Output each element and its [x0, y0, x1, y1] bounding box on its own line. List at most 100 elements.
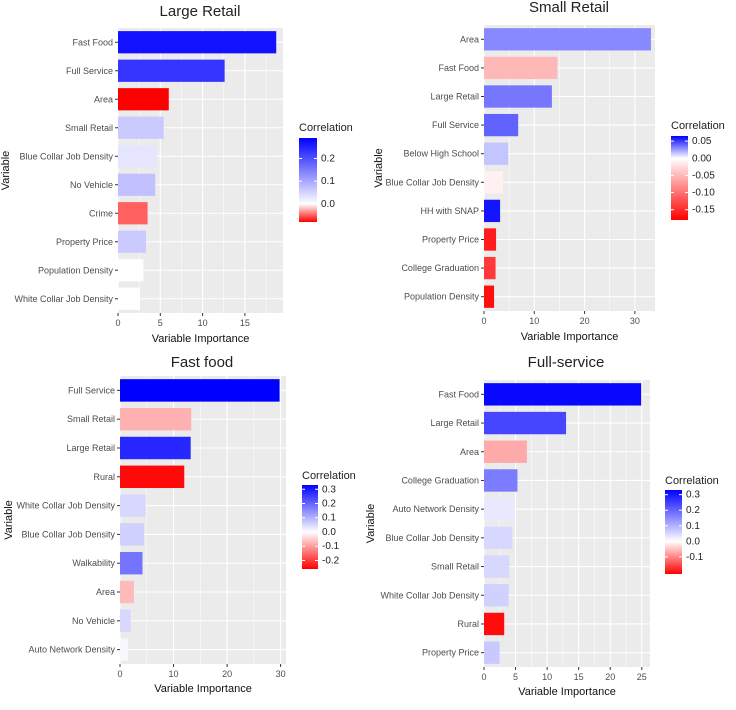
y-tick-label: Full Service — [66, 66, 113, 76]
y-tick-label: Small Retail — [67, 414, 115, 424]
y-tick-label: Rural — [93, 472, 115, 482]
bar — [484, 555, 510, 578]
legend-colorbar — [302, 485, 318, 569]
x-axis-label: Variable Importance — [521, 331, 619, 343]
y-tick-label: Small Retail — [65, 123, 113, 133]
x-axis-label: Variable Importance — [152, 333, 250, 345]
x-tick-label: 5 — [513, 672, 518, 682]
chart-1: Fast Food Full Service Area Small Retail Blu… — [0, 3, 353, 345]
x-tick-label: 20 — [580, 316, 590, 326]
x-tick-label: 0 — [481, 672, 486, 682]
chart-title: Full-service — [528, 354, 605, 371]
x-tick-label: 25 — [637, 672, 647, 682]
legend-title: Correlation — [299, 122, 353, 134]
y-tick-label: No Vehicle — [72, 616, 115, 626]
legend-tick-label: -0.1 — [322, 541, 340, 552]
legend-colorbar — [299, 138, 317, 222]
bar — [484, 526, 513, 550]
y-tick-label: Fast Food — [438, 389, 479, 399]
x-tick-label: 10 — [198, 318, 208, 328]
bar — [118, 88, 169, 111]
bar — [118, 116, 164, 139]
legend-tick-label: 0.1 — [321, 176, 335, 187]
chart-title: Small Retail — [529, 0, 609, 16]
bar — [484, 142, 509, 165]
bar — [484, 228, 497, 251]
bar — [120, 609, 131, 633]
bar — [484, 113, 519, 137]
legend-tick-label: 0.2 — [321, 153, 335, 164]
legend-tick-label: 0.0 — [686, 536, 700, 547]
bar — [484, 171, 504, 194]
legend-title: Correlation — [302, 470, 356, 482]
bar — [484, 285, 495, 308]
bar — [484, 440, 527, 463]
y-tick-label: Property Price — [56, 237, 113, 247]
chart-4: Fast Food Large Retail Area College Graduat… — [365, 354, 719, 698]
y-tick-label: Fast Food — [72, 37, 113, 47]
y-axis-label: Variable — [373, 148, 385, 188]
legend-tick-label: 0.3 — [686, 490, 700, 501]
y-axis-label: Variable — [3, 500, 15, 540]
x-tick-label: 30 — [276, 669, 286, 679]
bar — [120, 523, 145, 546]
y-tick-label: Blue Collar Job Density — [385, 177, 479, 187]
x-axis-label: Variable Importance — [154, 683, 252, 695]
x-tick-label: 15 — [574, 672, 584, 682]
legend-tick-label: 0.2 — [686, 505, 700, 516]
legend-tick-label: 0.2 — [322, 499, 336, 510]
y-tick-label: Area — [460, 34, 479, 44]
x-tick-label: 30 — [630, 316, 640, 326]
chart-3: Full Service Small Retail Large Retail Rura… — [3, 354, 356, 695]
x-tick-label: 0 — [481, 316, 486, 326]
chart-title: Fast food — [171, 354, 234, 371]
y-tick-label: White Collar Job Density — [14, 294, 113, 304]
y-tick-label: Large Retail — [430, 418, 479, 428]
legend: Correlation 0.05 0.00 -0.05 -0.10 -0.15 — [671, 120, 725, 220]
y-tick-label: Below High School — [403, 149, 479, 159]
bar — [484, 383, 642, 406]
y-tick-label: Property Price — [422, 235, 479, 245]
y-tick-label: Large Retail — [66, 443, 115, 453]
bar — [120, 379, 280, 402]
legend: Correlation 0.3 0.2 0.1 0.0 -0.1 — [665, 475, 719, 574]
bar — [118, 31, 277, 54]
legend-tick-label: 0.1 — [686, 521, 700, 532]
bar — [484, 199, 501, 223]
y-tick-label: White Collar Job Density — [16, 501, 115, 511]
x-tick-label: 0 — [115, 318, 120, 328]
x-tick-label: 10 — [542, 672, 552, 682]
y-tick-label: White Collar Job Density — [380, 590, 479, 600]
y-tick-label: Population Density — [404, 292, 480, 302]
y-tick-label: Rural — [457, 619, 479, 629]
y-tick-label: Small Retail — [431, 562, 479, 572]
legend-colorbar — [665, 490, 682, 574]
bar — [120, 551, 143, 575]
y-tick-label: Auto Network Density — [28, 645, 115, 655]
legend-colorbar — [671, 136, 688, 220]
legend-tick-label: -0.05 — [692, 170, 715, 181]
bar — [120, 494, 146, 517]
bar — [484, 497, 515, 521]
x-tick-label: 10 — [529, 316, 539, 326]
bar — [120, 580, 134, 604]
bar — [118, 230, 146, 253]
bar — [484, 56, 558, 80]
chart-2: Area Fast Food Large Retail Full Service Bel… — [373, 0, 725, 343]
y-tick-label: Large Retail — [430, 92, 479, 102]
y-tick-label: Blue Collar Job Density — [21, 529, 115, 539]
y-axis-label: Variable — [0, 151, 12, 191]
x-axis-label: Variable Importance — [518, 686, 616, 698]
y-tick-label: College Graduation — [401, 263, 479, 273]
legend-title: Correlation — [671, 120, 725, 132]
y-tick-label: Walkability — [72, 558, 115, 568]
x-tick-label: 15 — [240, 318, 250, 328]
y-tick-label: Blue Collar Job Density — [385, 533, 479, 543]
y-tick-label: Full Service — [68, 385, 115, 395]
chart-title: Large Retail — [160, 3, 241, 20]
legend: Correlation 0.2 0.1 0.0 — [299, 122, 353, 222]
bar — [484, 584, 509, 607]
y-tick-label: College Graduation — [401, 475, 479, 485]
legend: Correlation 0.3 0.2 0.1 0.0 -0.1 -0.2 — [302, 470, 356, 569]
